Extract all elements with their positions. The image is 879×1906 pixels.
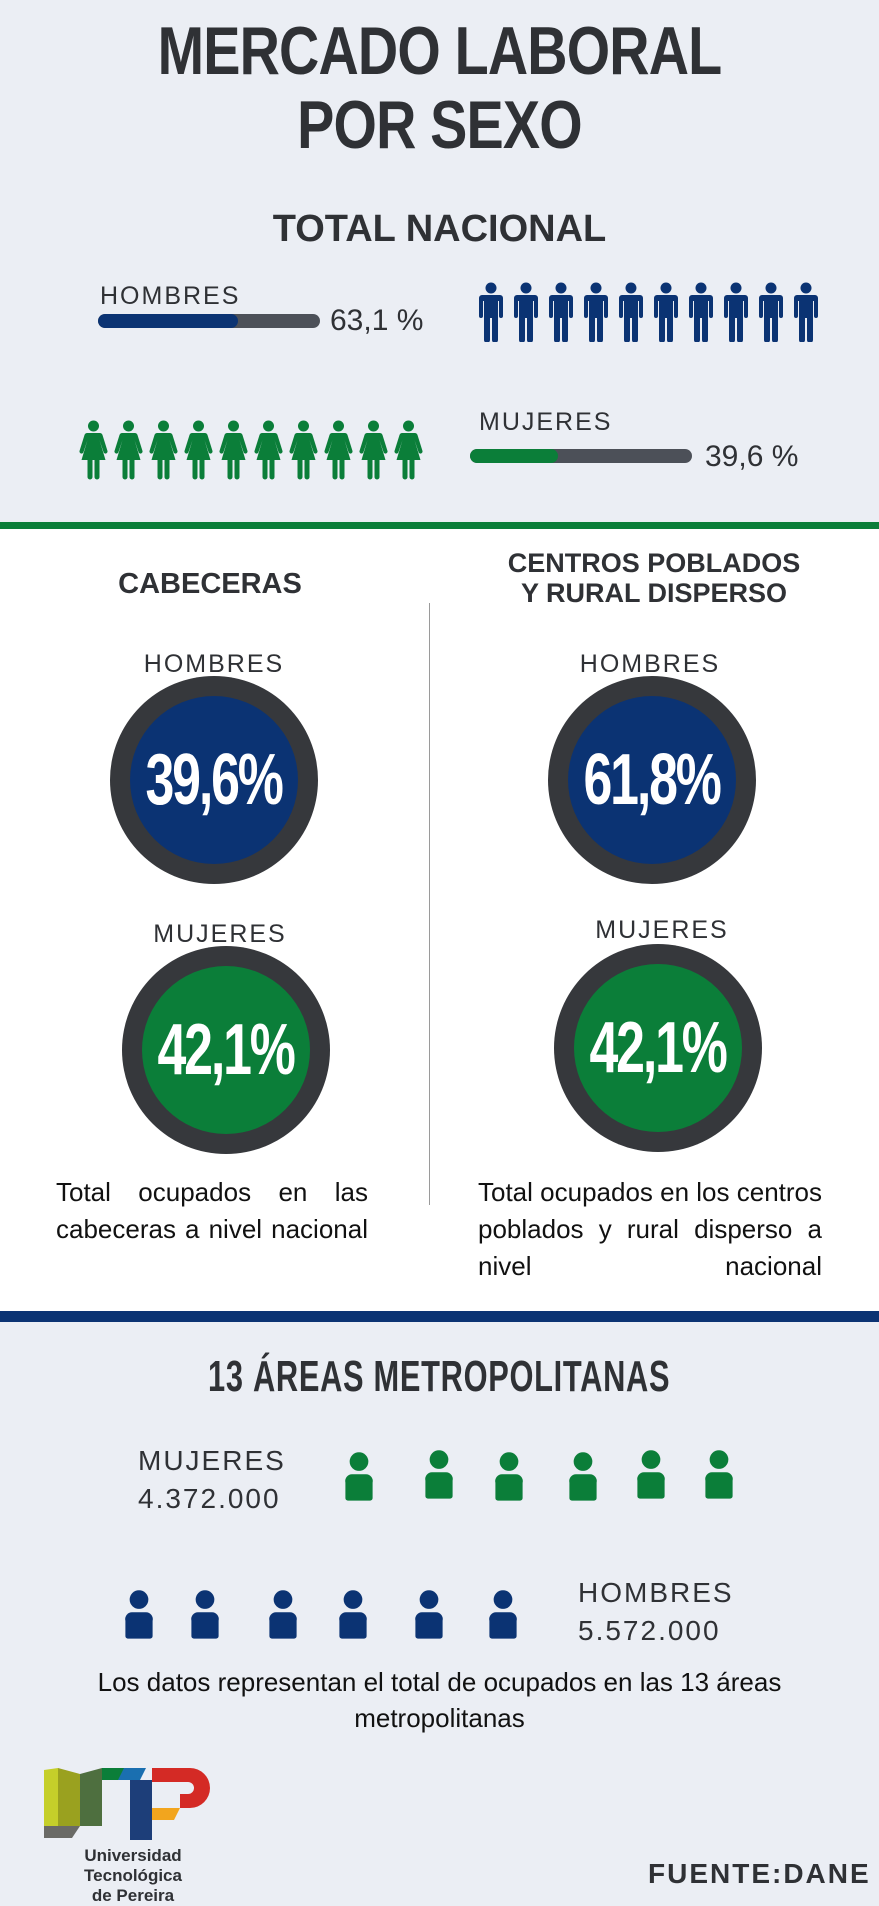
cabeceras-hombres-value: 39,6% <box>145 740 284 820</box>
utp-logo-text: Universidad Tecnológica de Pereira <box>38 1846 228 1906</box>
man-icon <box>616 282 646 342</box>
cabeceras-hombres-ring: 39,6% <box>110 676 318 884</box>
title-line-1: MERCADO LABORAL <box>157 13 723 89</box>
blue-divider <box>0 1311 879 1322</box>
user-icon <box>422 1444 456 1504</box>
man-icon <box>791 282 821 342</box>
logo-line-1: Universidad Tecnológica <box>84 1846 182 1885</box>
column-divider <box>429 603 430 1205</box>
source-label: FUENTE:DANE <box>648 1858 871 1889</box>
rural-mujeres-label: MUJERES <box>595 916 729 944</box>
women-icons <box>78 420 428 480</box>
cabeceras-mujeres-ring: 42,1% <box>122 946 330 1154</box>
nacional-mujeres-label: MUJERES <box>479 408 613 436</box>
man-icon <box>721 282 751 342</box>
user-icon <box>188 1584 222 1644</box>
man-icon <box>756 282 786 342</box>
rural-hombres-ring: 61,8% <box>548 676 756 884</box>
cabeceras-hombres-circle: 39,6% <box>130 696 298 864</box>
metro-mujeres-stat: MUJERES 4.372.000 <box>138 1442 286 1518</box>
rural-mujeres-ring: 42,1% <box>554 944 762 1152</box>
rural-heading-line-2: Y RURAL DISPERSO <box>520 578 788 608</box>
nacional-hombres-label: HOMBRES <box>100 282 241 310</box>
man-icon <box>476 282 506 342</box>
nacional-hombres-bar <box>98 314 320 328</box>
woman-icon <box>113 420 144 480</box>
cabeceras-mujeres-value: 42,1% <box>157 1010 296 1090</box>
metro-hombres-stat: HOMBRES 5.572.000 <box>578 1574 734 1650</box>
cabeceras-hombres-label: HOMBRES <box>143 650 285 678</box>
user-icon <box>702 1444 736 1504</box>
metro-note: Los datos representan el total de ocupad… <box>97 1667 782 1733</box>
woman-icon <box>148 420 179 480</box>
man-icon <box>546 282 576 342</box>
metro-men-icons <box>122 1584 522 1648</box>
user-icon <box>266 1584 300 1644</box>
user-icon <box>566 1446 600 1506</box>
nacional-hombres-value: 63,1 % <box>330 304 424 337</box>
men-icons <box>476 282 826 342</box>
woman-icon <box>253 420 284 480</box>
nacional-heading: TOTAL NACIONAL <box>272 208 607 250</box>
metro-mujeres-value: 4.372.000 <box>138 1483 281 1514</box>
rural-hombres-value: 61,8% <box>583 740 722 820</box>
utp-logo-mark <box>44 1768 210 1840</box>
woman-icon <box>393 420 424 480</box>
logo-line-2: de Pereira <box>91 1886 175 1905</box>
user-icon <box>342 1446 376 1506</box>
rural-mujeres-circle: 42,1% <box>574 964 742 1132</box>
title-line-2: POR SEXO <box>297 87 583 163</box>
woman-icon <box>218 420 249 480</box>
cabeceras-mujeres-label: MUJERES <box>153 920 287 948</box>
user-icon <box>486 1584 520 1644</box>
nacional-mujeres-bar <box>470 449 692 463</box>
man-icon <box>581 282 611 342</box>
user-icon <box>122 1584 156 1644</box>
woman-icon <box>288 420 319 480</box>
bar-fill <box>470 449 558 463</box>
metro-mujeres-label: MUJERES <box>138 1445 286 1476</box>
cabeceras-description: Total ocupados en las cabeceras a nivel … <box>56 1177 368 1244</box>
metro-hombres-label: HOMBRES <box>578 1577 734 1608</box>
rural-heading-line-1: CENTROS POBLADOS <box>507 548 801 578</box>
user-icon <box>336 1584 370 1644</box>
man-icon <box>651 282 681 342</box>
nacional-mujeres-value: 39,6 % <box>705 440 799 473</box>
cabeceras-heading: CABECERAS <box>118 568 302 600</box>
page-title: MERCADO LABORAL POR SEXO <box>79 14 800 162</box>
bar-fill <box>98 314 239 328</box>
rural-heading: CENTROS POBLADOS Y RURAL DISPERSO <box>468 548 840 608</box>
man-icon <box>686 282 716 342</box>
woman-icon <box>78 420 109 480</box>
woman-icon <box>183 420 214 480</box>
user-icon <box>492 1446 526 1506</box>
man-icon <box>511 282 541 342</box>
rural-hombres-circle: 61,8% <box>568 696 736 864</box>
green-divider <box>0 522 879 529</box>
regions-section <box>0 528 879 1313</box>
rural-description: Total ocupados en los centros poblados y… <box>478 1177 822 1281</box>
rural-mujeres-value: 42,1% <box>589 1008 728 1088</box>
metro-hombres-value: 5.572.000 <box>578 1615 721 1646</box>
metro-heading-text: 13 ÁREAS METROPOLITANAS <box>208 1352 671 1401</box>
utp-logo <box>38 1766 228 1850</box>
woman-icon <box>323 420 354 480</box>
user-icon <box>412 1584 446 1644</box>
woman-icon <box>358 420 389 480</box>
user-icon <box>634 1444 668 1504</box>
metro-women-icons <box>342 1444 742 1508</box>
metro-heading: 13 ÁREAS METROPOLITANAS <box>0 1352 879 1402</box>
rural-hombres-label: HOMBRES <box>579 650 721 678</box>
cabeceras-mujeres-circle: 42,1% <box>142 966 310 1134</box>
